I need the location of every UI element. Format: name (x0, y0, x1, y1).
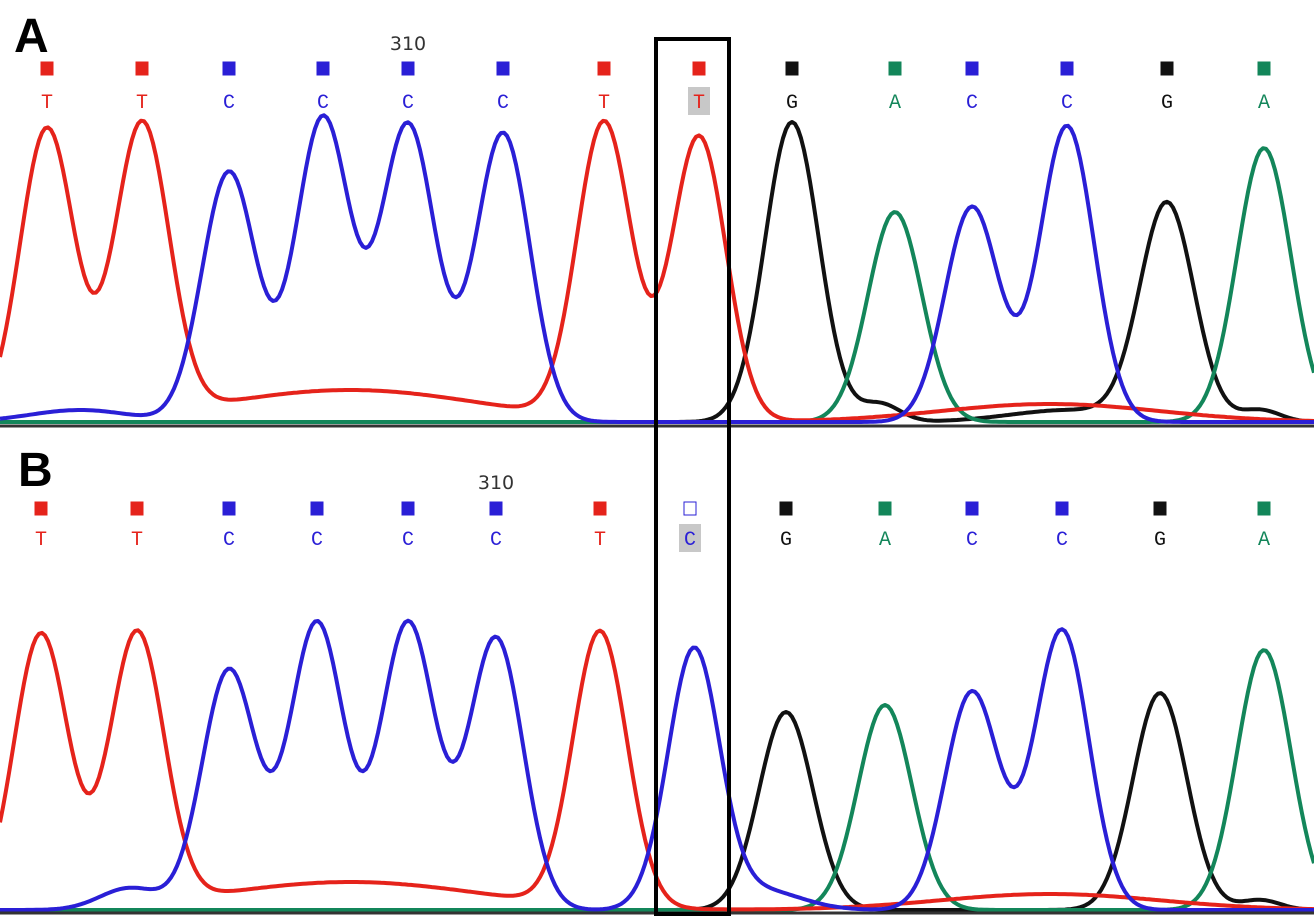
quality-bar (965, 61, 979, 76)
quality-bar (34, 501, 48, 516)
quality-bar (683, 501, 697, 516)
quality-bar (593, 501, 607, 516)
base-call: C (1056, 529, 1068, 552)
quality-bar (692, 61, 706, 76)
quality-bar (597, 61, 611, 76)
base-call: C (684, 529, 696, 552)
base-call: C (223, 92, 235, 115)
base-call: C (1061, 92, 1073, 115)
quality-bar (222, 501, 236, 516)
quality-bar (785, 61, 799, 76)
base-call: T (131, 529, 143, 552)
quality-bar (135, 61, 149, 76)
base-call: C (317, 92, 329, 115)
base-call: T (35, 529, 47, 552)
quality-bar (310, 501, 324, 516)
position-label: 310 (478, 472, 514, 494)
base-call: G (780, 529, 792, 552)
highlight-box (654, 37, 731, 916)
base-call: G (1161, 92, 1173, 115)
quality-bar (1060, 61, 1074, 76)
base-call: A (1258, 92, 1270, 115)
quality-bar (965, 501, 979, 516)
base-call: C (966, 529, 978, 552)
quality-bar (316, 61, 330, 76)
base-call: C (311, 529, 323, 552)
position-label: 310 (390, 33, 426, 55)
base-call: C (966, 92, 978, 115)
quality-bar (1055, 501, 1069, 516)
quality-bar (401, 501, 415, 516)
base-call: T (598, 92, 610, 115)
selected-base-highlight (679, 524, 701, 552)
quality-bar (401, 61, 415, 76)
quality-bar (489, 501, 503, 516)
base-call: C (223, 529, 235, 552)
quality-bar (878, 501, 892, 516)
base-call: G (1154, 529, 1166, 552)
base-call: T (136, 92, 148, 115)
base-call: C (497, 92, 509, 115)
selected-base-highlight (688, 87, 710, 115)
panel-label: B (18, 444, 53, 497)
base-call: T (693, 92, 705, 115)
base-call: A (1258, 529, 1270, 552)
quality-bar (1160, 61, 1174, 76)
base-call: A (889, 92, 901, 115)
base-call: A (879, 529, 891, 552)
base-call: G (786, 92, 798, 115)
quality-bar (779, 501, 793, 516)
quality-bar (1257, 501, 1271, 516)
base-call: C (490, 529, 502, 552)
quality-bar (222, 61, 236, 76)
panel-label: A (14, 10, 49, 63)
quality-bar (1153, 501, 1167, 516)
base-call: C (402, 92, 414, 115)
quality-bar (888, 61, 902, 76)
quality-bar (40, 61, 54, 76)
base-call: T (594, 529, 606, 552)
quality-bar (130, 501, 144, 516)
base-call: C (402, 529, 414, 552)
quality-bar (496, 61, 510, 76)
quality-bar (1257, 61, 1271, 76)
base-call: T (41, 92, 53, 115)
